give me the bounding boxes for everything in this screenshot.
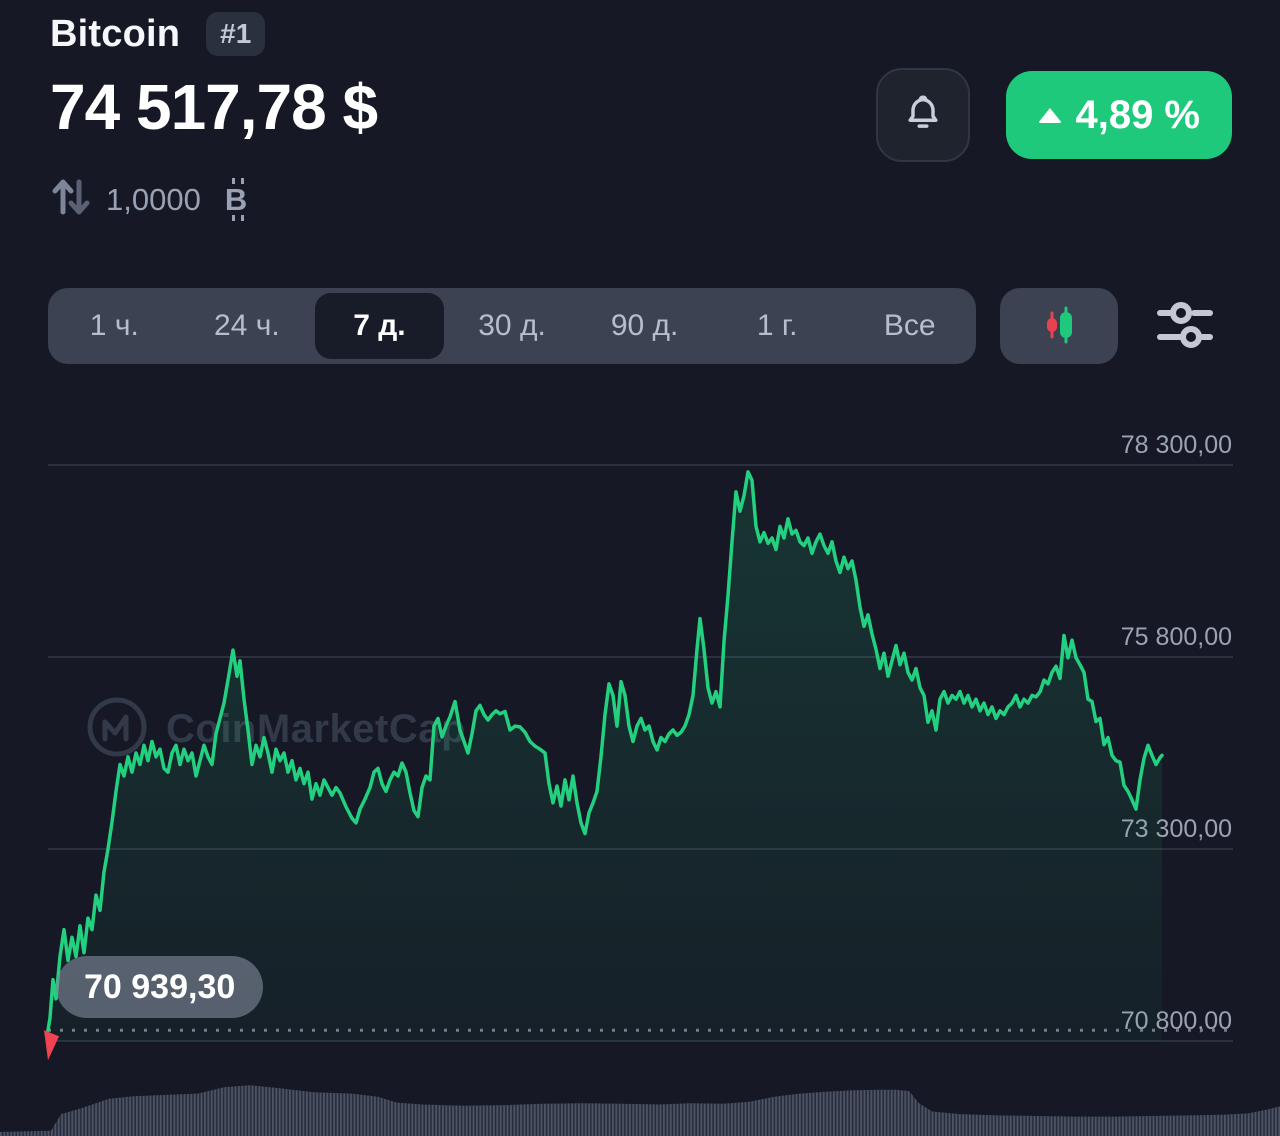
page-title: Bitcoin xyxy=(50,12,181,55)
price-value: 74 517,78 $ xyxy=(50,71,378,143)
bitcoin-symbol: B xyxy=(224,178,248,217)
bell-icon xyxy=(900,91,946,140)
tab-30d[interactable]: 30 д. xyxy=(478,309,546,342)
rank-badge: #1 xyxy=(206,12,266,56)
svg-text:78 300,00: 78 300,00 xyxy=(1121,431,1232,459)
price-change-value: 4,89 % xyxy=(1075,92,1200,137)
swap-arrows-icon xyxy=(50,174,92,226)
tab-1y[interactable]: 1 г. xyxy=(756,309,798,342)
candlestick-toggle-button[interactable] xyxy=(1000,288,1118,364)
sliders-icon xyxy=(1154,295,1216,358)
coinmarketcap-logo-icon xyxy=(84,694,150,765)
conversion-amount: 1,0000 xyxy=(106,182,201,217)
header: Bitcoin #1 74 517,78 $ 1,0000 B xyxy=(50,12,378,226)
notification-button[interactable] xyxy=(876,68,971,162)
timeframe-tabs: 1 ч. 24 ч. 7 д. 30 д. 90 д. 1 г. Все xyxy=(48,288,976,364)
chart-minimap-scrubber[interactable] xyxy=(0,1058,1280,1136)
candlestick-icon xyxy=(1037,303,1081,350)
svg-text:75 800,00: 75 800,00 xyxy=(1121,623,1232,651)
tab-90d[interactable]: 90 д. xyxy=(610,309,679,342)
tab-1h[interactable]: 1 ч. xyxy=(89,309,139,342)
conversion-rate[interactable]: 1,0000 B xyxy=(50,174,377,226)
header-actions: 4,89 % xyxy=(876,68,1232,162)
tab-all[interactable]: Все xyxy=(883,309,936,342)
tab-24h[interactable]: 24 ч. xyxy=(214,309,280,342)
price-change-badge: 4,89 % xyxy=(1006,71,1232,159)
up-arrow-icon xyxy=(1038,107,1063,123)
start-price-tooltip: 70 939,30 xyxy=(56,956,264,1018)
title-row: Bitcoin #1 xyxy=(50,12,377,56)
tab-7d[interactable]: 7 д. xyxy=(315,293,444,359)
chart-settings-button[interactable] xyxy=(1152,294,1218,358)
